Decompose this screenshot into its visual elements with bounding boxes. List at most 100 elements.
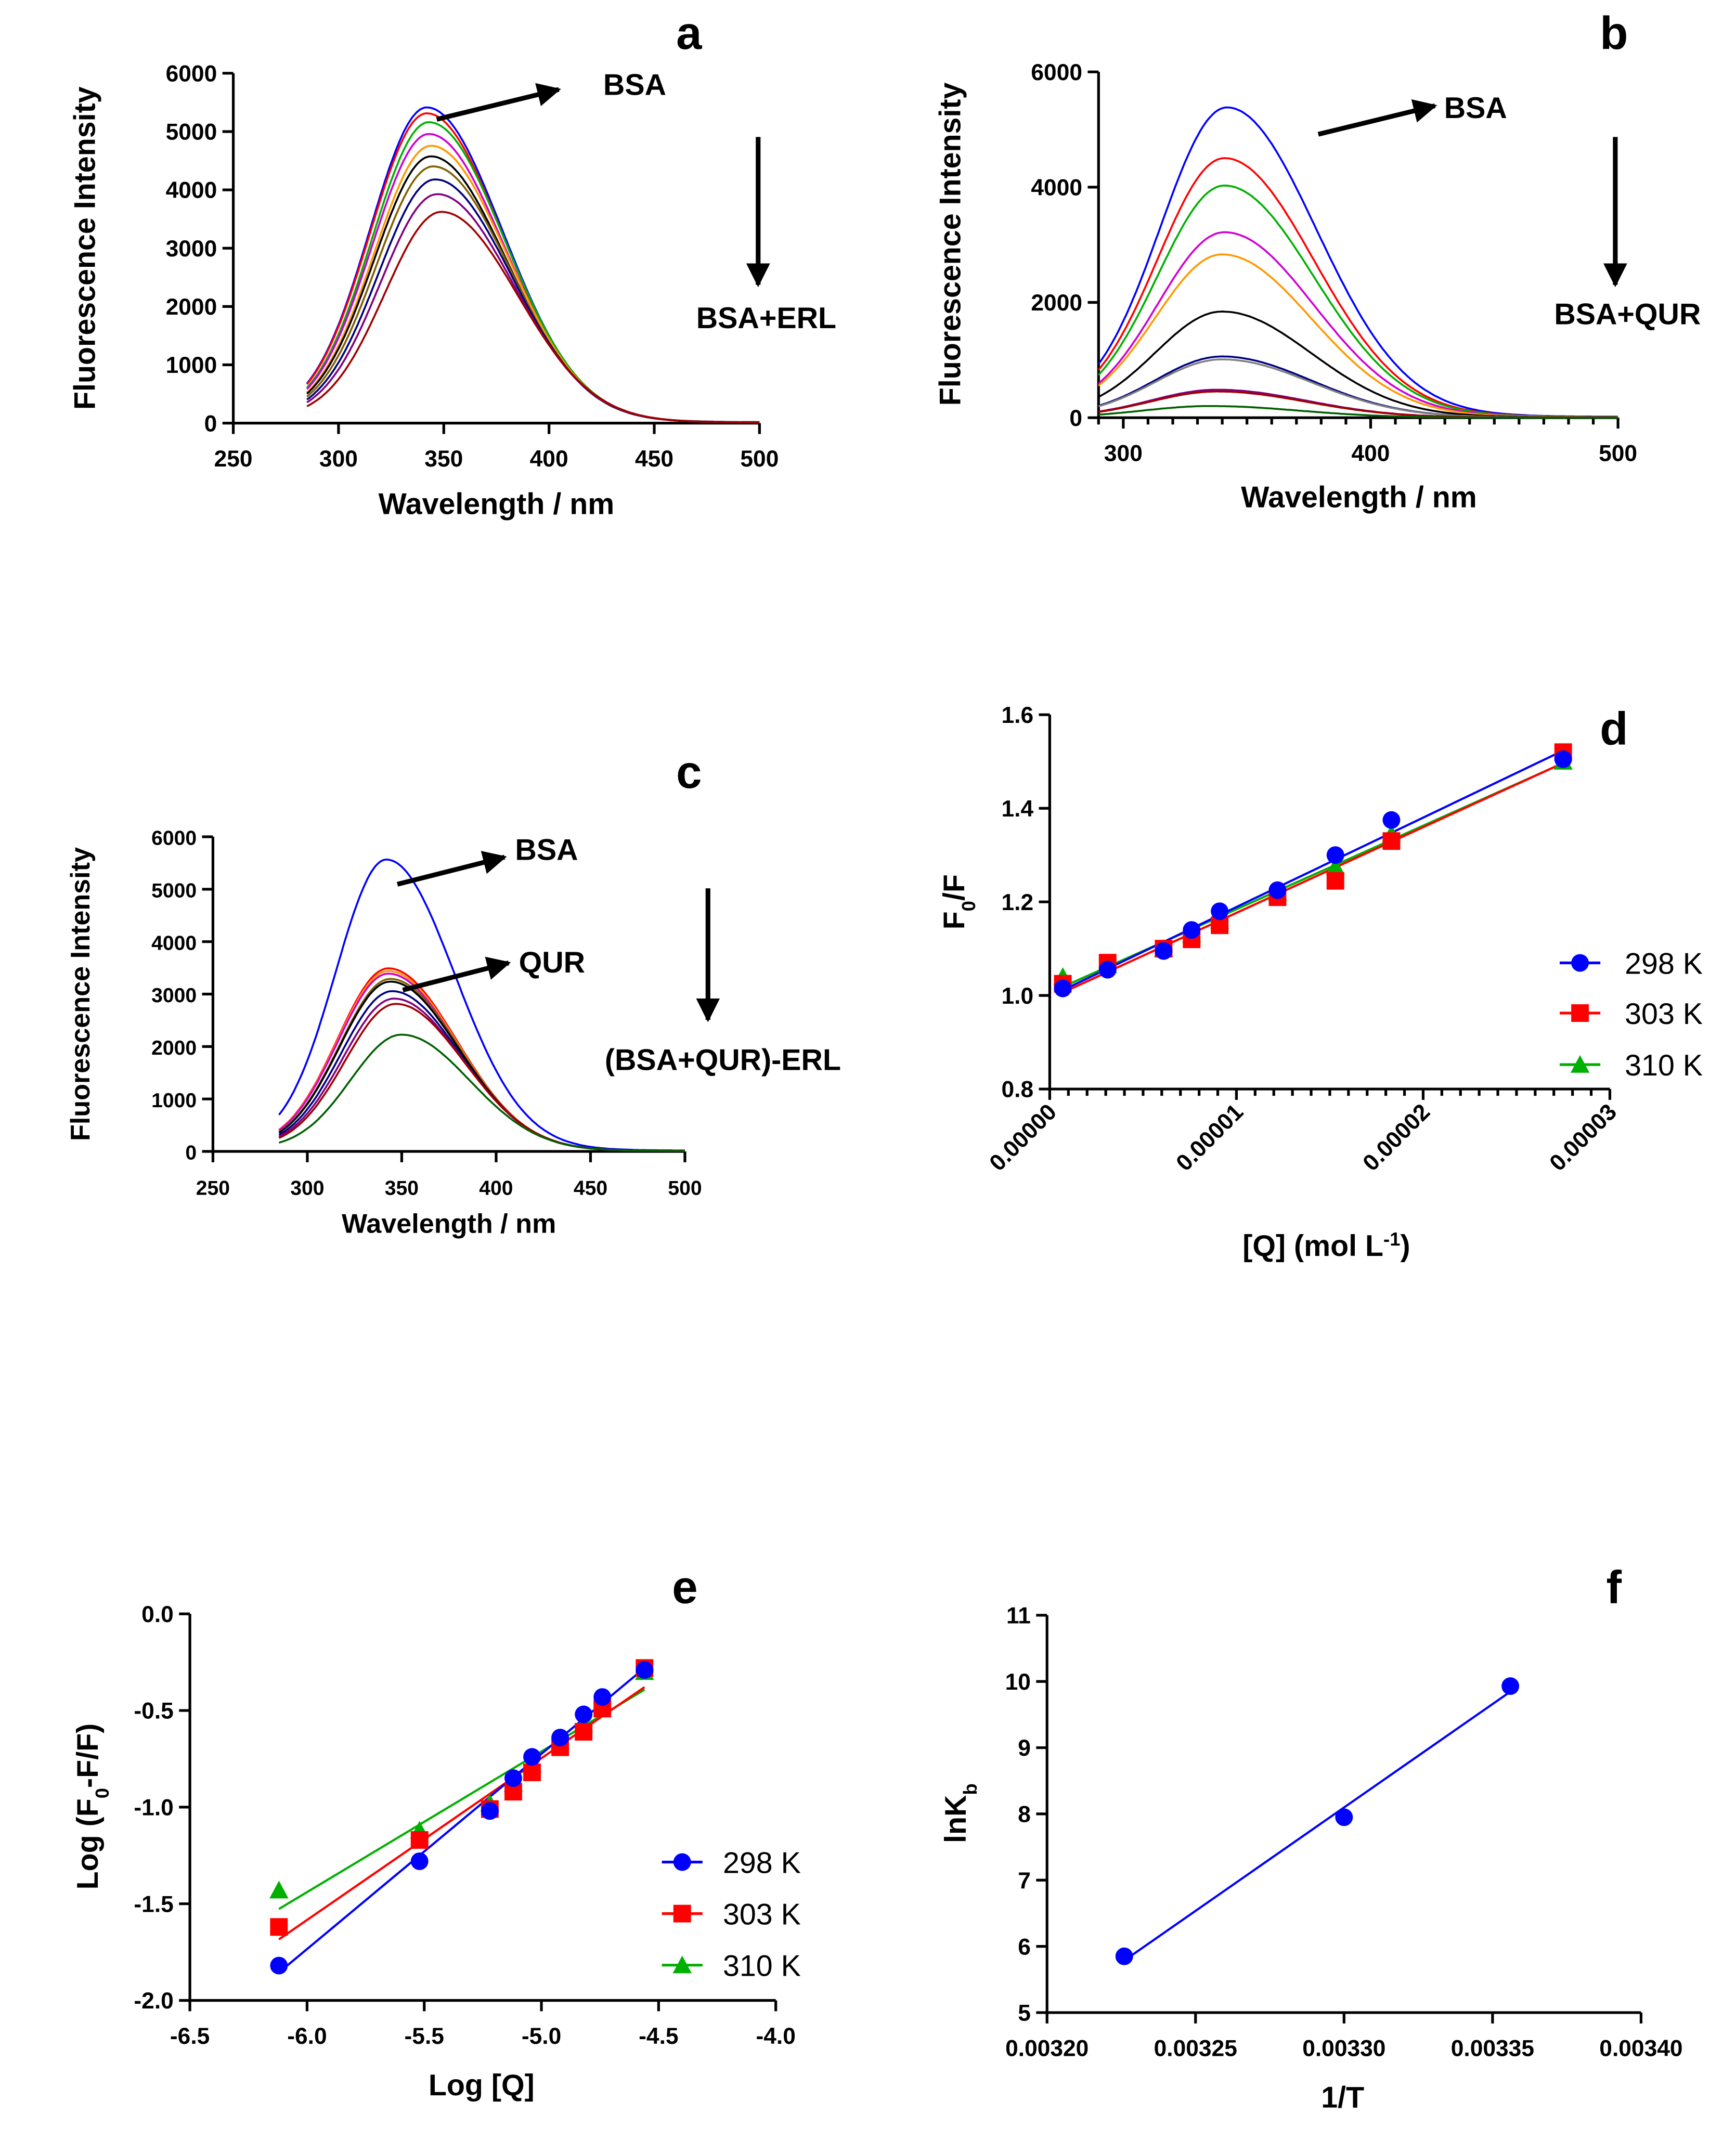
legend-marker-triangle: [672, 1955, 692, 1974]
y-tick-label: 5: [1018, 2001, 1031, 2026]
panel-letter: d: [1600, 703, 1628, 755]
y-axis-label: Log (F0-F/F): [71, 1723, 113, 1890]
data-point-triangle: [269, 1881, 289, 1899]
legend-marker-circle: [1571, 954, 1589, 972]
y-tick-label: 1.6: [1002, 703, 1034, 728]
legend-label: 298 K: [1625, 947, 1703, 980]
panel-letter: e: [672, 1561, 697, 1613]
data-point-circle: [593, 1688, 612, 1706]
fit-line-303K: [1062, 762, 1564, 994]
x-tick-label: 0.00340: [1599, 2036, 1682, 2061]
y-tick-label: 3000: [166, 236, 217, 262]
axis-label-part: lnK: [939, 1795, 973, 1843]
y-tick-label: 9: [1018, 1735, 1031, 1761]
arrow-icon: [402, 956, 511, 993]
legend-label: 303 K: [1625, 997, 1703, 1031]
y-tick-label: 5000: [151, 879, 197, 902]
spectrum-line-5: [1098, 310, 1618, 419]
y-tick-label: 4000: [1031, 175, 1082, 201]
data-point-circle: [1183, 921, 1201, 939]
annotation-label: (BSA+QUR)-ERL: [605, 1044, 841, 1077]
axis-label-part: 1/T: [1321, 2081, 1364, 2114]
data-point-circle: [575, 1705, 593, 1723]
axis-label-script: -1: [1383, 1228, 1400, 1249]
y-tick-label: 4000: [151, 932, 197, 954]
y-tick-label: 0: [185, 1142, 197, 1164]
data-point-circle: [1098, 961, 1117, 979]
x-tick-label: 450: [574, 1177, 607, 1199]
x-tick-label: 500: [740, 446, 779, 472]
x-tick-label: 0.00001: [1171, 1099, 1248, 1176]
x-tick-label: 300: [1104, 441, 1143, 466]
data-point-circle: [1155, 942, 1173, 960]
data-point-square: [523, 1764, 541, 1781]
x-tick-label: 0.00002: [1358, 1099, 1435, 1176]
x-tick-label: -6.0: [287, 2024, 327, 2049]
x-tick-label: -5.0: [522, 2024, 561, 2049]
y-tick-label: 1000: [166, 353, 217, 378]
arrow-icon: [1317, 99, 1437, 137]
y-tick-label: 1.4: [1002, 796, 1034, 822]
y-tick-label: -0.5: [134, 1699, 173, 1724]
axis-label-part: -F/F): [71, 1723, 105, 1788]
panel-letter: c: [676, 746, 702, 798]
x-tick-label: 400: [530, 446, 568, 472]
data-point-circle: [1326, 846, 1344, 864]
legend-label: 310 K: [723, 1950, 801, 1983]
x-tick-label: 0.00335: [1451, 2036, 1534, 2061]
data-point-triangle: [1326, 857, 1345, 875]
axis-label-part: Log [Q]: [429, 2069, 535, 2102]
y-tick-label: 4000: [166, 178, 217, 203]
data-point-square: [1326, 872, 1344, 890]
y-axis-label: lnKb: [939, 1783, 981, 1843]
axis-label-script: 0: [958, 901, 979, 911]
y-tick-label: 3000: [151, 984, 197, 1007]
annotation-label: BSA: [515, 833, 578, 866]
legend-marker-triangle: [1570, 1055, 1590, 1073]
data-point-circle: [1211, 902, 1229, 921]
panel-letter: b: [1600, 7, 1628, 59]
y-tick-label: 6000: [151, 827, 197, 850]
spectrum-line-4: [1098, 253, 1618, 418]
data-point-circle: [636, 1661, 654, 1679]
axis-label-part: /F: [938, 874, 971, 901]
axis-label-part: Log (F: [71, 1798, 105, 1889]
annotation-label: BSA+ERL: [696, 302, 836, 335]
panel-f: f 0.00320 0.00325 0.00330 0.00335 0.00340 5 6 7 8…: [939, 1561, 1683, 2114]
axis-label-part: ): [1401, 1229, 1410, 1263]
y-tick-label: 6: [1018, 1934, 1031, 1960]
x-tick-label: -5.5: [405, 2024, 444, 2049]
spectrum-line-0: [278, 858, 685, 1152]
legend-label: 303 K: [723, 1898, 801, 1931]
x-tick-label: 450: [635, 446, 673, 472]
y-tick-label: 7: [1018, 1868, 1031, 1894]
legend-label: 298 K: [723, 1846, 801, 1879]
axis-label-part: F: [938, 911, 971, 929]
y-tick-label: 0.0: [141, 1602, 174, 1627]
data-point-circle: [1554, 750, 1572, 768]
spectrum-line-2: [1097, 184, 1618, 418]
panel-e: e -6.5 -6.0 -5.5 -5.0 -4.5 -4.0 -2.0 -1.5 -1.0 -0.…: [71, 1561, 801, 2102]
y-axis-label: Fluorescence Intensity: [69, 86, 102, 410]
x-axis-label: [Q] (mol L-1): [1242, 1228, 1410, 1263]
y-tick-label: 11: [1006, 1603, 1031, 1629]
spectrum-line-3: [1098, 231, 1618, 418]
y-tick-label: 5000: [166, 120, 217, 145]
x-tick-label: 400: [479, 1177, 513, 1199]
legend-marker-square: [1571, 1004, 1589, 1022]
y-tick-label: 6000: [1031, 60, 1082, 85]
x-tick-label: 300: [319, 446, 358, 472]
spectrum-line-9: [306, 211, 760, 424]
y-tick-label: 0: [204, 411, 217, 436]
annotation-label: BSA: [1444, 92, 1507, 125]
y-tick-label: 6000: [166, 61, 217, 86]
x-tick-label: 500: [1599, 441, 1637, 466]
data-point-circle: [1501, 1677, 1520, 1695]
y-tick-label: -1.5: [134, 1891, 173, 1917]
data-point-circle: [1382, 811, 1401, 829]
x-tick-label: 400: [1352, 441, 1390, 466]
x-axis-label: Wavelength / nm: [379, 487, 615, 521]
